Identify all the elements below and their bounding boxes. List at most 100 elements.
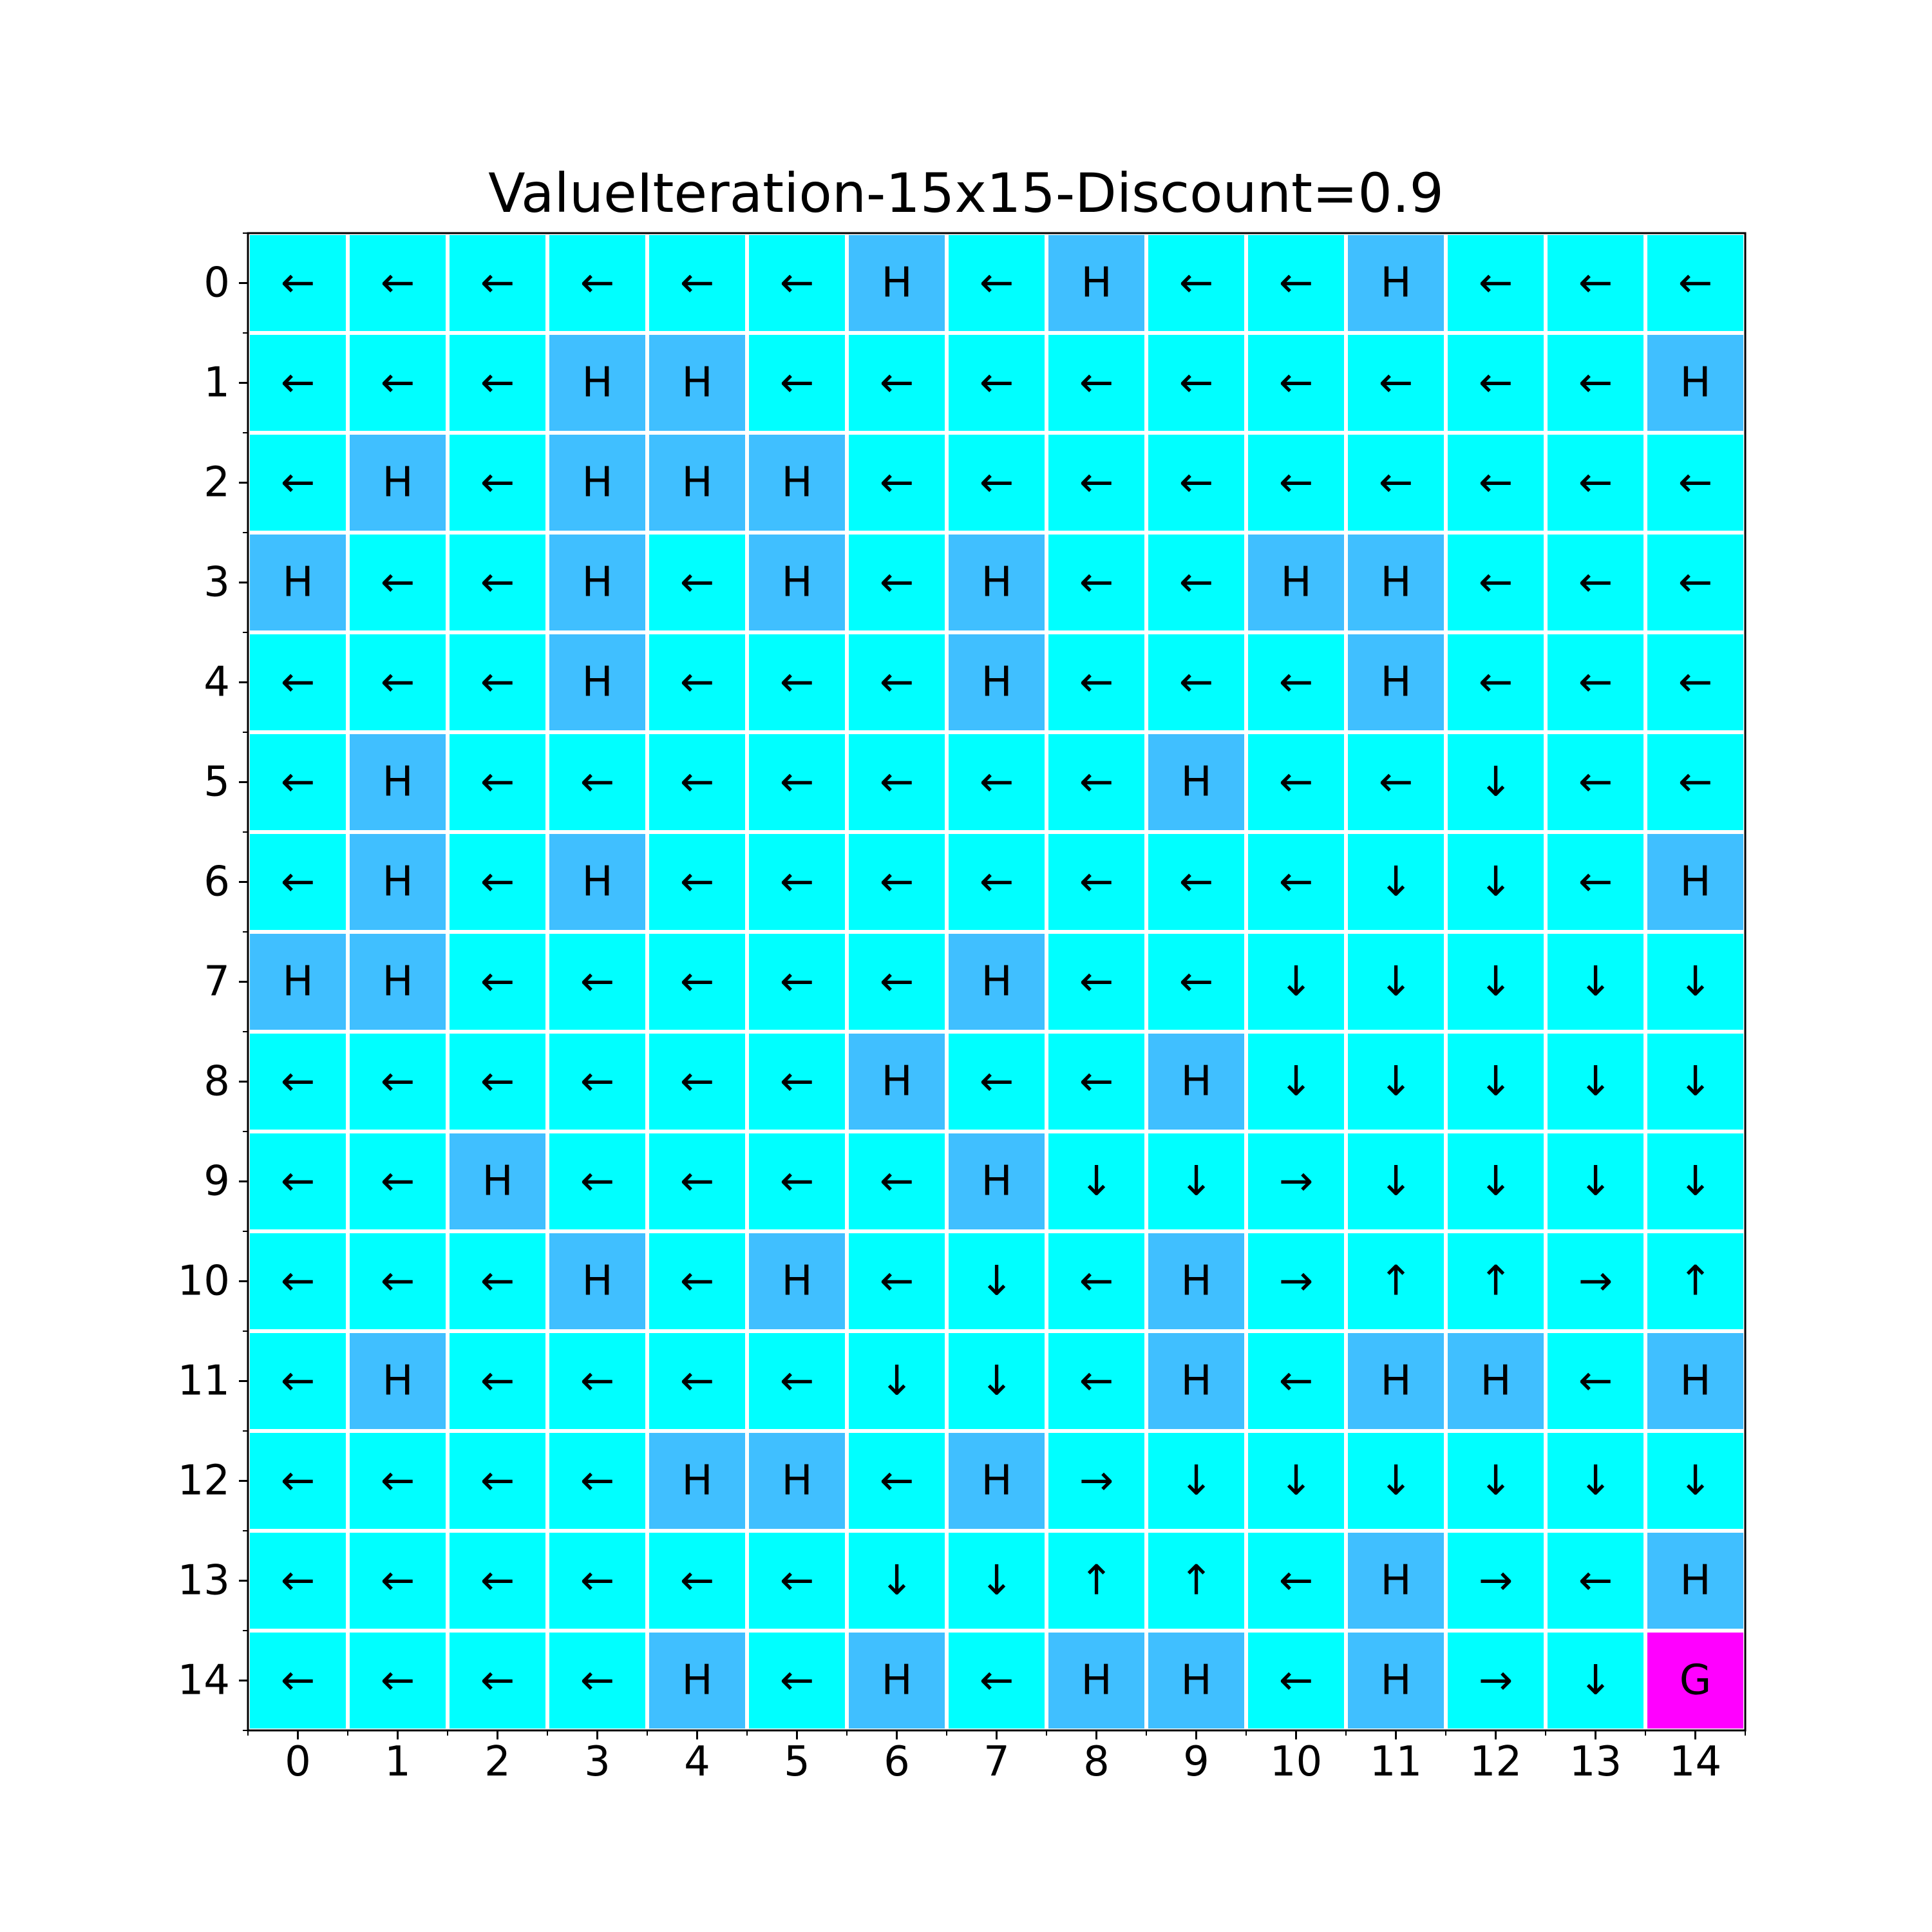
cell-label-4-11: H: [1380, 659, 1411, 706]
cell-label-12-6: ←: [880, 1457, 914, 1505]
grid-cell-8-4: [645, 1030, 749, 1133]
cell-label-7-4: ←: [680, 958, 715, 1006]
grid-cell-0-11: [1344, 231, 1448, 335]
grid-cell-6-8: [1045, 830, 1148, 934]
cell-label-14-12: →: [1479, 1657, 1513, 1705]
grid-cell-13-6: [845, 1529, 949, 1633]
cell-label-9-2: H: [482, 1158, 513, 1206]
cell-label-4-0: ←: [281, 659, 316, 706]
grid-cell-9-7: [945, 1130, 1048, 1233]
grid-cell-4-4: [645, 630, 749, 734]
cell-label-2-1: H: [382, 459, 413, 507]
x-tick-label-8: 8: [1083, 1738, 1110, 1786]
grid-cell-12-1: [346, 1429, 450, 1533]
cell-label-4-12: ←: [1479, 659, 1513, 706]
cell-label-13-7: ↓: [980, 1557, 1014, 1605]
grid-cell-13-8: [1045, 1529, 1148, 1633]
grid-cell-8-5: [745, 1030, 849, 1133]
grid-cell-14-13: [1544, 1629, 1647, 1732]
cell-label-9-12: ↓: [1479, 1158, 1513, 1206]
cell-label-12-14: ↓: [1678, 1457, 1713, 1505]
cell-label-7-6: ←: [880, 958, 914, 1006]
cell-label-11-0: ←: [281, 1358, 316, 1405]
cell-label-12-1: ←: [381, 1457, 415, 1505]
grid-cell-14-7: [945, 1629, 1048, 1732]
grid-cell-13-12: [1444, 1529, 1548, 1633]
cell-label-0-8: H: [1081, 260, 1112, 307]
cell-label-0-12: ←: [1479, 260, 1513, 307]
x-tick-label-0: 0: [285, 1738, 311, 1786]
cell-label-1-7: ←: [980, 359, 1014, 407]
cell-label-6-12: ↓: [1479, 858, 1513, 906]
grid-cell-1-1: [346, 331, 450, 435]
cell-label-10-3: H: [582, 1258, 612, 1305]
grid-cell-7-3: [545, 930, 649, 1034]
cell-label-3-7: H: [981, 559, 1012, 607]
cell-label-3-9: ←: [1179, 559, 1214, 607]
y-tick-label-1: 1: [204, 359, 230, 407]
cell-label-11-1: H: [382, 1358, 413, 1405]
cell-label-1-12: ←: [1479, 359, 1513, 407]
cell-label-7-9: ←: [1179, 958, 1214, 1006]
cell-label-3-14: ←: [1678, 559, 1713, 607]
cell-label-6-10: ←: [1279, 858, 1314, 906]
grid-cell-5-10: [1244, 730, 1348, 834]
cell-label-6-7: ←: [980, 858, 1014, 906]
cell-label-3-1: ←: [381, 559, 415, 607]
cell-label-10-14: ↑: [1678, 1258, 1713, 1305]
cell-label-2-9: ←: [1179, 459, 1214, 507]
grid-cell-7-7: [945, 930, 1048, 1034]
grid-cell-5-11: [1344, 730, 1448, 834]
y-tick-label-2: 2: [204, 459, 230, 507]
cell-label-11-9: H: [1180, 1358, 1211, 1405]
cell-label-10-4: ←: [680, 1258, 715, 1305]
grid-cell-11-0: [246, 1329, 350, 1433]
cell-label-5-14: ←: [1678, 759, 1713, 806]
grid-cell-11-13: [1544, 1329, 1647, 1433]
grid-cell-5-4: [645, 730, 749, 834]
cell-label-13-11: H: [1380, 1557, 1411, 1605]
cell-label-2-10: ←: [1279, 459, 1314, 507]
cell-label-0-11: H: [1380, 260, 1411, 307]
cell-label-4-8: ←: [1079, 659, 1114, 706]
grid-cell-3-4: [645, 531, 749, 634]
grid-cell-1-10: [1244, 331, 1348, 435]
grid-cell-4-2: [446, 630, 549, 734]
cell-label-3-2: ←: [480, 559, 515, 607]
grid-cell-2-10: [1244, 431, 1348, 535]
cell-label-1-6: ←: [880, 359, 914, 407]
cell-label-9-4: ←: [680, 1158, 715, 1206]
cell-label-12-0: ←: [281, 1457, 316, 1505]
cell-label-3-10: H: [1280, 559, 1311, 607]
grid-cell-3-12: [1444, 531, 1548, 634]
y-tick-label-5: 5: [204, 759, 230, 806]
cell-label-12-7: H: [981, 1457, 1012, 1505]
cell-label-13-10: ←: [1279, 1557, 1314, 1605]
cell-label-9-14: ↓: [1678, 1158, 1713, 1206]
cell-label-4-6: ←: [880, 659, 914, 706]
grid-cell-5-3: [545, 730, 649, 834]
cell-label-2-11: ←: [1379, 459, 1414, 507]
cell-label-8-0: ←: [281, 1058, 316, 1106]
grid-cell-10-0: [246, 1229, 350, 1333]
cell-label-9-11: ↓: [1379, 1158, 1414, 1206]
cell-label-6-9: ←: [1179, 858, 1214, 906]
cell-label-13-0: ←: [281, 1557, 316, 1605]
grid-cell-7-2: [446, 930, 549, 1034]
cell-label-7-2: ←: [480, 958, 515, 1006]
cell-label-8-2: ←: [480, 1058, 515, 1106]
x-tick-label-5: 5: [784, 1738, 810, 1786]
cell-label-1-9: ←: [1179, 359, 1214, 407]
cell-label-13-5: ←: [780, 1557, 815, 1605]
cell-label-6-2: ←: [480, 858, 515, 906]
cell-label-0-5: ←: [780, 260, 815, 307]
cell-label-9-10: →: [1279, 1158, 1314, 1206]
cell-label-2-14: ←: [1678, 459, 1713, 507]
grid-cell-13-4: [645, 1529, 749, 1633]
cell-label-5-13: ←: [1578, 759, 1613, 806]
grid-cell-12-5: [745, 1429, 849, 1533]
cell-label-5-2: ←: [480, 759, 515, 806]
cell-label-10-11: ↑: [1379, 1258, 1414, 1305]
cell-label-10-13: →: [1578, 1258, 1613, 1305]
